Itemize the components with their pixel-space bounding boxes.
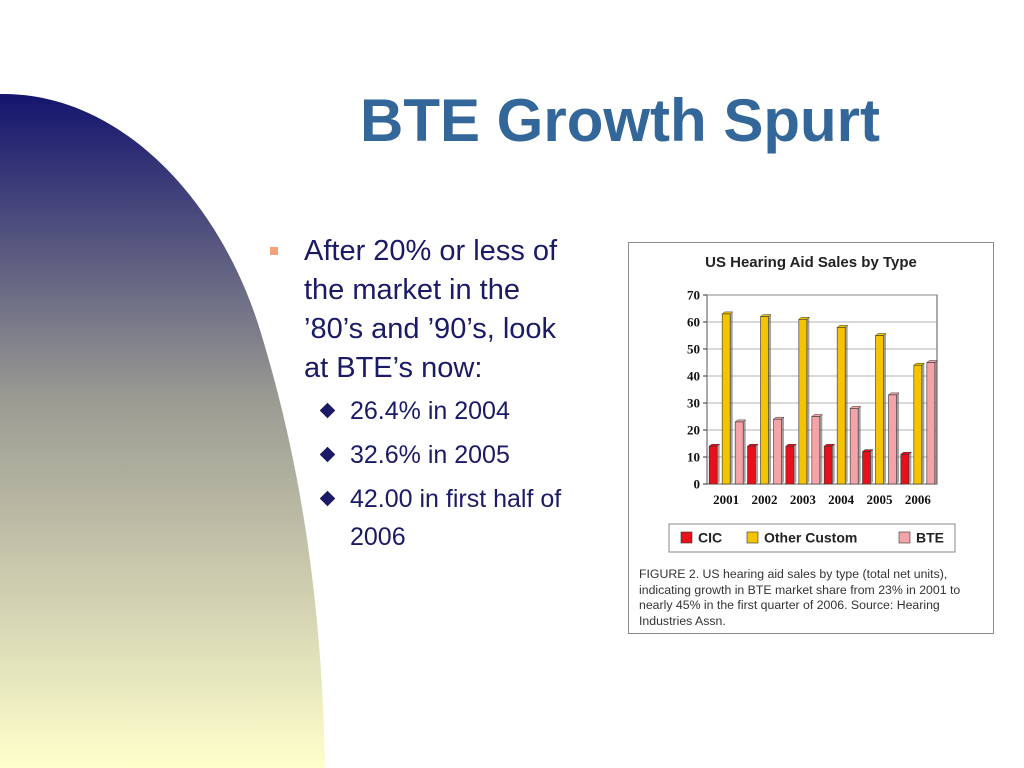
bar-bte (888, 394, 897, 485)
bar-side (768, 314, 771, 484)
x-tick-label: 2002 (752, 492, 778, 507)
bar-side (832, 444, 835, 484)
sub-bullet: 32.6% in 2005 (270, 436, 580, 474)
bar-side (806, 317, 810, 484)
legend-swatch (680, 531, 693, 544)
square-bullet-icon (270, 247, 278, 255)
legend-label: BTE (916, 530, 944, 546)
x-tick-label: 2003 (790, 492, 817, 507)
chart-title: US Hearing Aid Sales by Type (705, 254, 917, 271)
bar-side (781, 417, 784, 484)
y-tick-label: 0 (694, 477, 701, 492)
y-tick-label: 50 (687, 342, 700, 357)
bar-side (845, 325, 848, 484)
sub-bullet-text: 26.4% in 2004 (350, 397, 510, 425)
bar-bte (811, 416, 821, 485)
bar-bte (734, 421, 744, 485)
sub-bullet-text: 42.00 in first half of 2006 (350, 485, 562, 551)
bar-side (819, 414, 823, 484)
legend-label: CIC (698, 530, 722, 546)
bar-cic (708, 445, 718, 485)
x-tick-label: 2004 (828, 492, 855, 507)
diamond-bullet-icon (319, 490, 336, 507)
slide-title: BTE Growth Spurt (360, 87, 880, 154)
bar-other-custom (875, 335, 884, 485)
y-tick-label: 20 (687, 423, 700, 438)
bar-side (858, 406, 861, 484)
y-tick-label: 40 (687, 369, 700, 384)
bar-other-custom (760, 316, 769, 485)
bar-cic (747, 445, 756, 485)
bullet-main-text: After 20% or less of the market in the ’… (304, 235, 558, 384)
bar-other-custom (798, 319, 808, 485)
diamond-bullet-icon (319, 446, 336, 463)
y-tick-label: 30 (687, 396, 700, 411)
bar-cic (823, 445, 833, 485)
bar-side (743, 419, 746, 484)
y-tick-label: 60 (687, 315, 700, 330)
sub-bullet: 42.00 in first half of 2006 (270, 480, 580, 556)
bar-side (921, 363, 925, 484)
bar-cic (785, 445, 795, 485)
bar-bte (926, 362, 936, 485)
bar-side (896, 392, 899, 484)
sub-bullet: 26.4% in 2004 (270, 392, 580, 430)
bar-cic (900, 454, 910, 485)
y-tick-label: 70 (687, 288, 700, 303)
x-tick-label: 2001 (713, 492, 739, 507)
bar-bte (849, 408, 859, 485)
bar-side (755, 444, 758, 484)
bar-side (883, 333, 886, 484)
bar-bte (773, 418, 782, 485)
bar-side (908, 452, 912, 484)
legend-swatch (746, 531, 759, 544)
bar-other-custom (836, 327, 846, 485)
bar-other-custom (721, 313, 731, 485)
figure-caption: FIGURE 2. US hearing aid sales by type (… (639, 567, 961, 628)
diamond-bullet-icon (319, 402, 336, 419)
bar-side (717, 444, 720, 484)
bullet-list: After 20% or less of the market in the ’… (270, 232, 580, 556)
chart-legend: CIC Other Custom BTE (668, 523, 956, 553)
sub-bullet-text: 32.6% in 2005 (350, 441, 510, 469)
bar-side (793, 444, 797, 484)
y-tick-label: 10 (687, 450, 700, 465)
bar-side (870, 449, 873, 484)
x-tick-label: 2006 (905, 492, 932, 507)
legend-label: Other Custom (764, 530, 857, 546)
legend-swatch (898, 531, 911, 544)
bar-side (730, 311, 733, 484)
x-tick-label: 2005 (867, 492, 894, 507)
chart-figure: US Hearing Aid Sales by Type 0 10 20 30 40 50 6… (628, 242, 994, 634)
bar-other-custom (913, 364, 923, 485)
bar-side (934, 360, 938, 484)
bar-cic (862, 451, 871, 485)
bar-chart: US Hearing Aid Sales by Type 0 10 20 30 40 50 6… (668, 254, 956, 553)
bullet-main: After 20% or less of the market in the ’… (270, 232, 580, 388)
